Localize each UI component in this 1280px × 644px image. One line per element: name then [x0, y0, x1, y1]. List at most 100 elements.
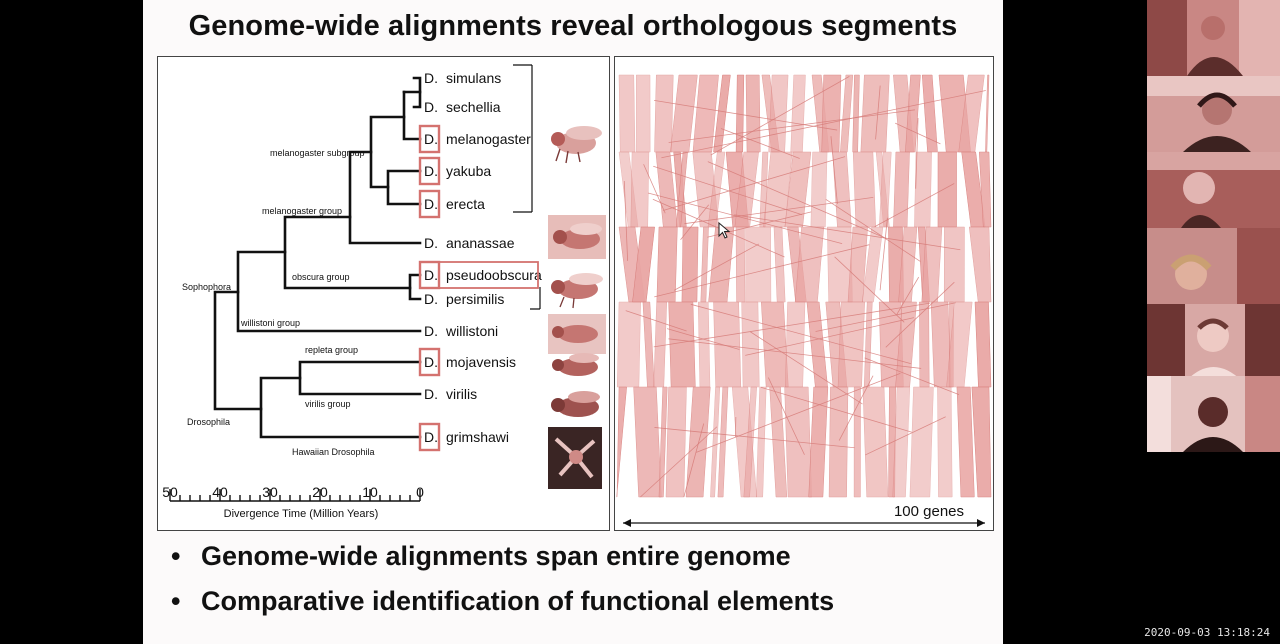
synteny-link — [915, 117, 919, 189]
participant-thumbnail — [1147, 0, 1280, 76]
synteny-link — [654, 427, 855, 449]
clade-label-melanogaster-group: melanogaster group — [262, 206, 342, 216]
synteny-link — [838, 375, 874, 441]
synteny-block — [978, 151, 992, 228]
synteny-link — [654, 244, 870, 298]
species-prefix: D. — [424, 429, 438, 445]
species-name-willistoni: willistoni — [445, 323, 498, 339]
synteny-block — [616, 386, 627, 498]
scale-bar: 100 genes — [623, 501, 985, 527]
recording-timestamp: 2020-09-03 13:18:24 — [1144, 626, 1270, 639]
synteny-block — [852, 151, 876, 228]
fly-image-pseudoobscura — [551, 273, 603, 309]
synteny-block — [828, 386, 849, 498]
species-prefix: D. — [424, 131, 438, 147]
synteny-block — [685, 386, 711, 498]
synteny-link — [896, 276, 920, 316]
species-prefix: D. — [424, 196, 438, 212]
synteny-link — [661, 90, 986, 159]
synteny-block — [914, 151, 932, 228]
synteny-block — [700, 226, 709, 303]
synteny-link — [640, 426, 718, 498]
clade-label-willistoni-group: willistoni group — [240, 318, 300, 328]
species-name-persimilis: persimilis — [446, 291, 504, 307]
participant-thumbnail — [1147, 152, 1280, 228]
synteny-link — [745, 317, 914, 356]
participant-video-6[interactable] — [1147, 376, 1280, 452]
participant-video-3[interactable] — [1147, 152, 1280, 228]
clade-label-virilis-group: virilis group — [305, 399, 351, 409]
fly-images — [548, 126, 606, 489]
synteny-link — [653, 99, 838, 131]
synteny-link — [625, 310, 687, 332]
synteny-block — [665, 386, 687, 498]
axis-label: Divergence Time (Million Years) — [224, 508, 379, 520]
synteny-link — [684, 196, 874, 225]
synteny-link — [885, 281, 955, 348]
species-name-virilis: virilis — [446, 386, 477, 402]
participant-thumbnail — [1147, 228, 1280, 304]
synteny-block — [943, 226, 965, 303]
synteny-block — [971, 386, 992, 498]
synteny-link — [653, 302, 931, 348]
participant-thumbnail — [1147, 304, 1280, 380]
axis-tick-label: 10 — [362, 484, 378, 500]
synteny-block — [692, 74, 719, 153]
clade-label-obscura-group: obscura group — [292, 272, 350, 282]
synteny-link — [696, 372, 901, 453]
bullet-2: • Comparative identification of functiona… — [171, 586, 834, 617]
synteny-block — [893, 151, 910, 228]
species-name-mojavensis: mojavensis — [446, 354, 516, 370]
species-prefix: D. — [424, 99, 438, 115]
synteny-block — [852, 74, 860, 153]
synteny-link — [875, 85, 881, 140]
synteny-alignment-plot: 100 genes — [616, 74, 992, 527]
synteny-link — [750, 331, 863, 405]
species-prefix: D. — [424, 235, 438, 251]
synteny-block — [741, 301, 760, 388]
species-highlight-box — [418, 422, 441, 452]
synteny-block — [840, 74, 854, 153]
synteny-block — [769, 386, 788, 498]
species-prefix: D. — [424, 267, 438, 283]
synteny-block — [861, 226, 884, 303]
synteny-link — [830, 136, 838, 205]
synteny-block — [756, 386, 767, 498]
synteny-link — [815, 302, 956, 332]
alignment-panel: 100 genes — [614, 56, 994, 531]
axis-tick-label: 40 — [212, 484, 228, 500]
synteny-block — [956, 386, 975, 498]
synteny-block — [658, 386, 668, 498]
synteny-block — [790, 74, 806, 153]
synteny-block — [653, 301, 667, 388]
synteny-block — [892, 386, 911, 498]
participant-video-5[interactable] — [1147, 304, 1280, 380]
synteny-block — [735, 226, 746, 303]
participant-video-2[interactable] — [1147, 76, 1280, 152]
synteny-link — [673, 243, 760, 291]
synteny-link — [879, 217, 888, 291]
bullet-dot: • — [171, 586, 181, 616]
synteny-block — [668, 301, 696, 388]
synteny-link — [865, 416, 946, 456]
species-prefix: D. — [424, 163, 438, 179]
synteny-block — [656, 226, 678, 303]
participant-video-1[interactable] — [1147, 0, 1280, 76]
synteny-link — [690, 303, 911, 364]
synteny-block — [630, 151, 650, 228]
bullet-1: • Genome-wide alignments span entire geno… — [171, 541, 791, 572]
clade-label-melanogaster-subgroup: melanogaster subgroup — [270, 148, 365, 158]
fly-image-virilis — [551, 391, 600, 417]
synteny-block — [909, 386, 934, 498]
axis-tick-label: 20 — [312, 484, 328, 500]
synteny-block — [937, 386, 953, 498]
synteny-block — [675, 151, 688, 228]
participant-video-4[interactable] — [1147, 228, 1280, 304]
species-labels: D. simulans D. sechellia D. melanogaster D. yak… — [418, 70, 542, 452]
bullet-text: Comparative identification of functional… — [201, 586, 835, 616]
species-prefix: D. — [424, 291, 438, 307]
species-name-yakuba: yakuba — [446, 163, 491, 179]
synteny-block — [832, 151, 852, 228]
axis-tick-label: 0 — [416, 484, 424, 500]
